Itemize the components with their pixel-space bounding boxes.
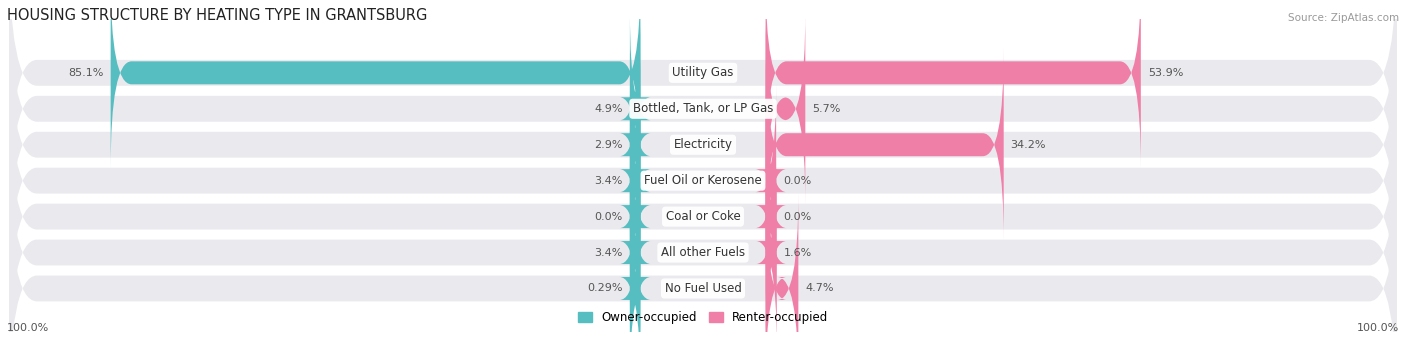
FancyBboxPatch shape [620, 48, 651, 241]
Text: 4.9%: 4.9% [595, 104, 623, 114]
Text: 4.7%: 4.7% [806, 283, 834, 294]
FancyBboxPatch shape [8, 50, 1398, 311]
FancyBboxPatch shape [8, 122, 1398, 341]
Text: 1.6%: 1.6% [783, 248, 813, 257]
Text: 5.7%: 5.7% [813, 104, 841, 114]
FancyBboxPatch shape [756, 156, 786, 341]
FancyBboxPatch shape [766, 13, 806, 205]
Text: 100.0%: 100.0% [7, 323, 49, 332]
FancyBboxPatch shape [111, 0, 640, 169]
FancyBboxPatch shape [755, 120, 786, 313]
Text: Electricity: Electricity [673, 138, 733, 151]
Text: All other Fuels: All other Fuels [661, 246, 745, 259]
FancyBboxPatch shape [766, 0, 1140, 169]
Text: Fuel Oil or Kerosene: Fuel Oil or Kerosene [644, 174, 762, 187]
Text: 3.4%: 3.4% [595, 248, 623, 257]
Text: 3.4%: 3.4% [595, 176, 623, 186]
Text: 0.0%: 0.0% [783, 176, 811, 186]
Text: Source: ZipAtlas.com: Source: ZipAtlas.com [1288, 13, 1399, 23]
Text: Bottled, Tank, or LP Gas: Bottled, Tank, or LP Gas [633, 102, 773, 115]
FancyBboxPatch shape [8, 86, 1398, 341]
FancyBboxPatch shape [620, 156, 651, 341]
Text: 0.29%: 0.29% [588, 283, 623, 294]
FancyBboxPatch shape [8, 14, 1398, 276]
Text: 0.0%: 0.0% [595, 212, 623, 222]
FancyBboxPatch shape [8, 158, 1398, 341]
FancyBboxPatch shape [766, 48, 1004, 241]
FancyBboxPatch shape [620, 192, 651, 341]
Text: 0.0%: 0.0% [783, 212, 811, 222]
Text: Utility Gas: Utility Gas [672, 66, 734, 79]
Text: 53.9%: 53.9% [1147, 68, 1184, 78]
Text: 85.1%: 85.1% [69, 68, 104, 78]
Text: 2.9%: 2.9% [595, 140, 623, 150]
FancyBboxPatch shape [620, 84, 651, 277]
FancyBboxPatch shape [620, 13, 651, 205]
FancyBboxPatch shape [620, 120, 651, 313]
FancyBboxPatch shape [8, 0, 1398, 240]
FancyBboxPatch shape [755, 84, 786, 277]
Text: No Fuel Used: No Fuel Used [665, 282, 741, 295]
Text: Coal or Coke: Coal or Coke [665, 210, 741, 223]
FancyBboxPatch shape [766, 192, 799, 341]
FancyBboxPatch shape [8, 0, 1398, 204]
Text: 100.0%: 100.0% [1357, 323, 1399, 332]
Legend: Owner-occupied, Renter-occupied: Owner-occupied, Renter-occupied [572, 306, 834, 329]
Text: HOUSING STRUCTURE BY HEATING TYPE IN GRANTSBURG: HOUSING STRUCTURE BY HEATING TYPE IN GRA… [7, 8, 427, 23]
Text: 34.2%: 34.2% [1011, 140, 1046, 150]
